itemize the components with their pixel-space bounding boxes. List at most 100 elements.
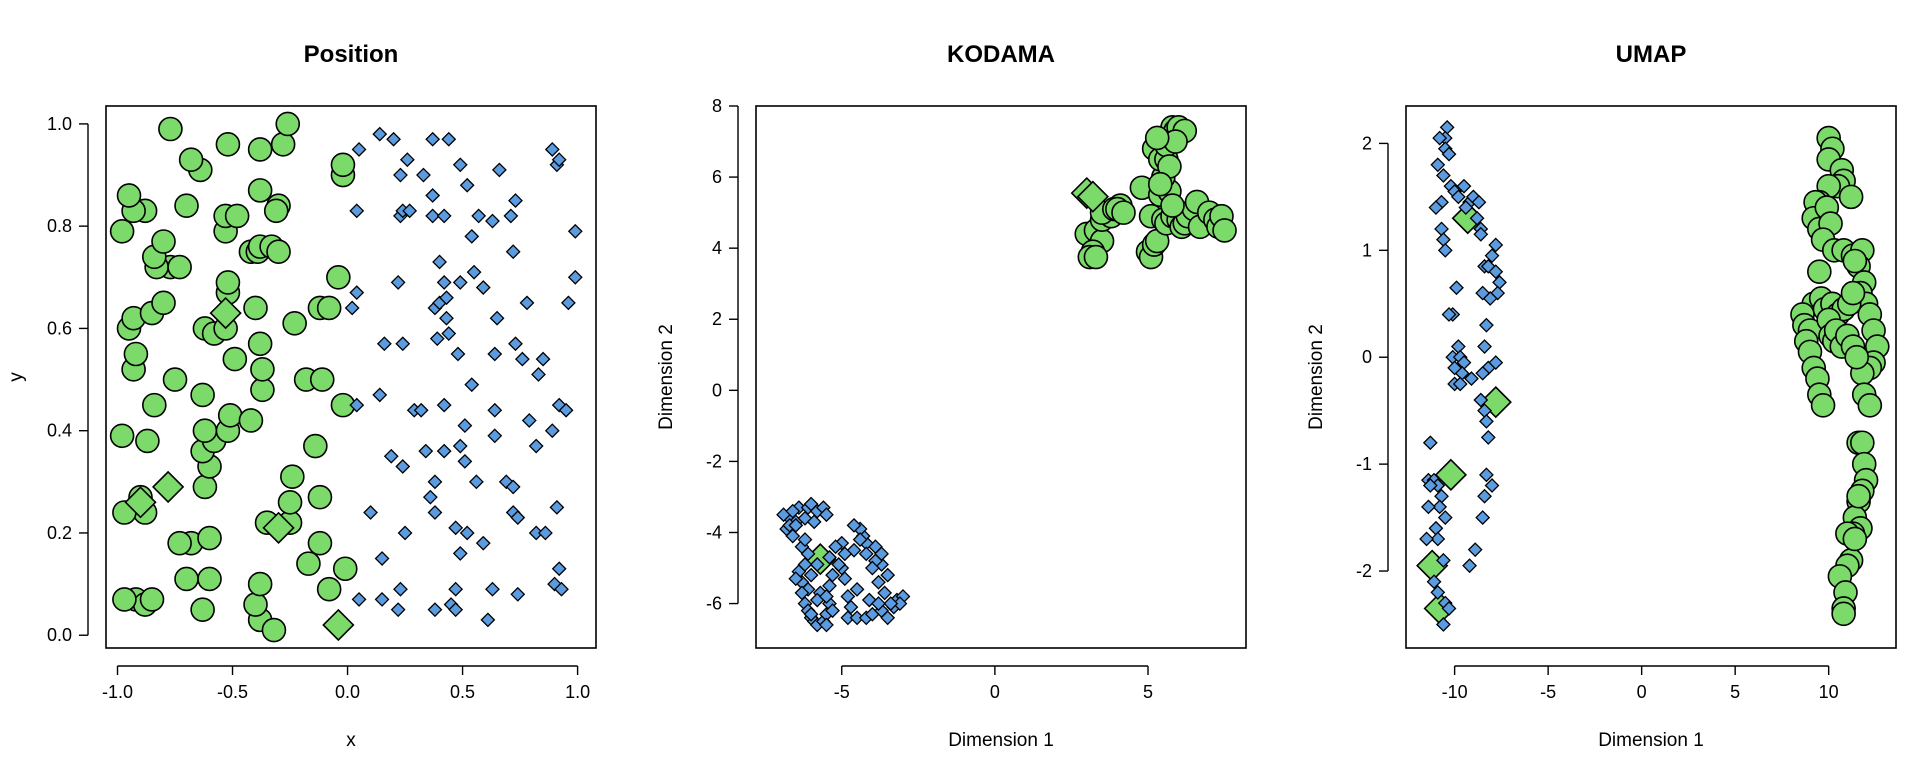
circle-marker	[250, 357, 275, 382]
diamond-marker	[1473, 392, 1489, 408]
diamond-marker	[425, 188, 441, 203]
diamond-marker	[558, 402, 574, 418]
diamond-marker	[448, 520, 464, 536]
circle-marker	[282, 311, 307, 336]
diamond-marker	[837, 546, 853, 562]
circle-marker	[139, 587, 165, 612]
circle-marker	[192, 418, 218, 443]
diamond-marker	[124, 486, 157, 519]
circle-marker	[1160, 193, 1185, 218]
diamond-marker	[349, 397, 365, 413]
circle-marker	[162, 367, 188, 392]
diamond-marker	[397, 525, 413, 541]
chart-2-x-tick-label: 0	[990, 682, 1000, 702]
chart-1-x-tick-label: 1.0	[565, 682, 590, 702]
diamond-marker	[1488, 355, 1504, 370]
chart-2-y-tick-label: -6	[706, 594, 722, 614]
diamond-marker	[1464, 371, 1479, 387]
chart-1-y-tick-label: 0.4	[47, 421, 72, 441]
chart-1-y-axis-label: y	[6, 372, 27, 382]
chart-3-y-tick-label: 2	[1362, 133, 1372, 153]
diamond-marker	[1449, 280, 1464, 296]
diamond-marker	[505, 479, 521, 495]
diamond-marker	[846, 517, 862, 533]
diamond-marker	[452, 438, 468, 454]
circle-marker	[151, 290, 176, 316]
diamond-marker	[452, 157, 468, 173]
diamond-marker	[505, 244, 521, 260]
circle-marker	[224, 203, 250, 229]
circle-marker	[190, 382, 215, 408]
circle-marker	[266, 239, 291, 265]
diamond-marker	[436, 443, 452, 459]
circle-marker	[330, 152, 356, 178]
chart-3-y-tick-label: 0	[1362, 347, 1372, 367]
diamond-marker	[374, 592, 390, 607]
diamond-marker	[877, 585, 893, 601]
circle-marker	[167, 530, 192, 556]
chart-3-plot-frame	[1405, 105, 1897, 649]
diamond-marker	[1480, 429, 1496, 445]
diamond-marker	[1435, 552, 1451, 568]
diamond-marker	[831, 557, 847, 572]
diamond-marker	[521, 413, 537, 428]
diamond-marker	[544, 142, 560, 157]
diamond-marker	[427, 474, 443, 490]
diamond-marker	[1432, 499, 1448, 515]
circle-marker	[263, 198, 289, 224]
diamond-marker	[1428, 200, 1444, 215]
circle-marker	[192, 474, 218, 500]
diamond-marker	[475, 280, 491, 295]
chart-2-y-tick-label: 0	[712, 380, 722, 400]
diamond-marker	[372, 126, 388, 142]
circle-marker	[316, 576, 342, 602]
chart-2-title: KODAMA	[947, 41, 1055, 68]
chart-1-plot-frame	[105, 105, 597, 649]
chart-1-y-tick-label: 0.8	[47, 216, 72, 236]
diamond-marker	[864, 560, 880, 576]
diamond-marker	[797, 557, 813, 572]
circle-marker	[217, 403, 243, 428]
diamond-marker	[503, 208, 519, 224]
circle-marker	[1810, 393, 1836, 418]
diamond-marker	[418, 443, 434, 459]
chart-2-plot-frame	[755, 105, 1247, 649]
circle-marker	[1147, 171, 1173, 197]
diamond-marker	[439, 310, 454, 326]
diamond-marker	[468, 474, 484, 490]
chart-1-x-tick-label: 0.0	[335, 682, 360, 702]
diamond-marker	[457, 453, 473, 469]
diamond-marker	[441, 326, 457, 341]
diamond-marker	[209, 296, 242, 330]
diamond-marker	[508, 336, 523, 352]
diamond-marker	[390, 602, 406, 618]
circle-marker	[261, 617, 287, 643]
diamond-marker	[386, 131, 401, 147]
diamond-marker	[383, 448, 399, 464]
chart-2-x-tick-label: -5	[834, 682, 850, 702]
circle-marker	[1840, 280, 1866, 306]
diamond-marker	[1432, 130, 1448, 146]
circle-marker	[1846, 483, 1871, 509]
diamond-marker	[803, 606, 819, 622]
diamond-marker	[1488, 264, 1504, 280]
diamond-marker	[457, 418, 473, 433]
diamond-marker	[464, 228, 480, 244]
diamond-marker	[849, 581, 865, 597]
circle-marker	[280, 464, 305, 490]
diamond-marker	[825, 567, 840, 583]
diamond-marker	[528, 438, 544, 454]
diamond-marker	[374, 551, 390, 566]
diamond-marker	[1477, 488, 1492, 504]
diamond-marker	[510, 586, 526, 602]
diamond-marker	[1467, 542, 1483, 558]
diamond-marker	[537, 525, 553, 541]
diamond-marker	[531, 367, 546, 382]
diamond-marker	[448, 581, 464, 597]
circle-marker	[247, 178, 273, 203]
diamond-marker	[788, 571, 804, 587]
diamond-marker	[788, 517, 804, 533]
chart-3-x-tick-label: -10	[1442, 682, 1468, 702]
